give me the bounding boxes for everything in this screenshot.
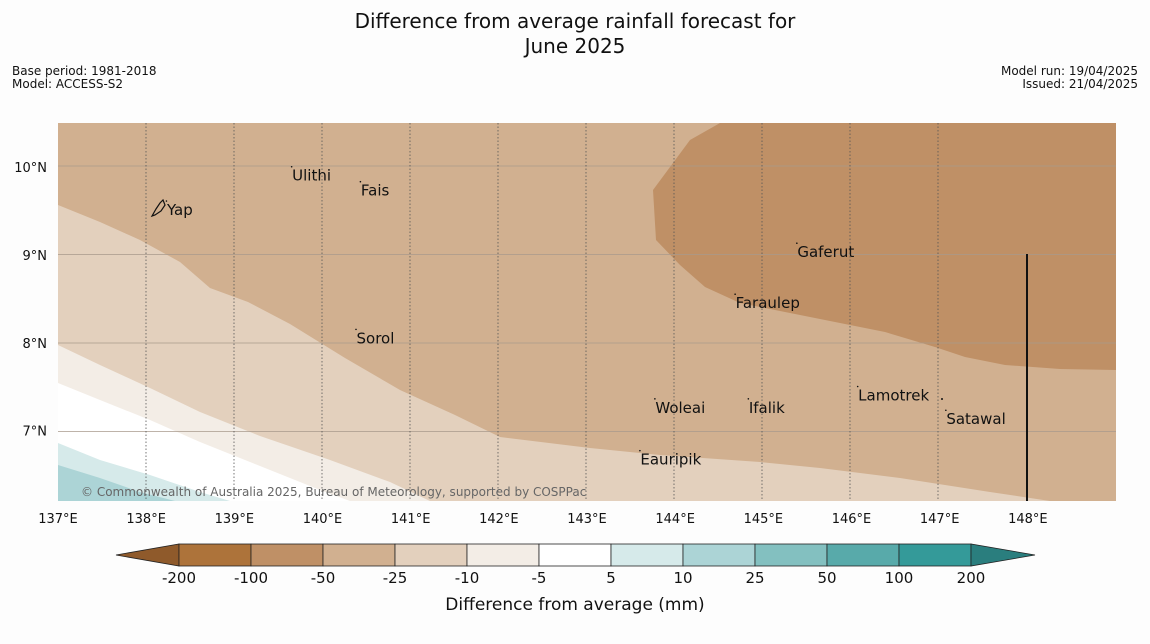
title-line-1: Difference from average rainfall forecas… (354, 9, 796, 33)
run-info: Model run: 19/04/2025 Issued: 21/04/2025 (1001, 65, 1138, 91)
lon-tick-label: 145°E (744, 512, 784, 527)
place-marker (796, 242, 798, 245)
colorbar-swatch (898, 543, 972, 567)
place-marker (355, 328, 357, 331)
place-label: Woleai (655, 399, 705, 417)
base-period: Base period: 1981-2018 (12, 64, 157, 78)
latitude-tick-labels: 10°N 9°N 8°N 7°N (14, 161, 47, 440)
place-label: Lamotrek (858, 387, 929, 405)
place-marker (856, 385, 859, 388)
place-label: Ulithi (292, 167, 331, 185)
colorbar-swatch (250, 543, 324, 567)
place-marker (945, 409, 947, 412)
colorbar-tick-label: -50 (311, 569, 336, 587)
place-label: Yap (166, 201, 193, 219)
band-plus10-to-plus25 (58, 465, 175, 501)
place-label: Eauripik (640, 451, 701, 469)
place-label: Satawal (946, 410, 1005, 428)
place-marker (290, 165, 293, 168)
place-marker (359, 180, 362, 183)
lon-tick-label: 140°E (303, 512, 343, 527)
lon-tick-label: 142°E (479, 512, 519, 527)
place-marker (734, 293, 736, 296)
colorbar-extend-high (970, 543, 1036, 567)
lat-tick-label: 9°N (23, 249, 48, 264)
lon-tick-label: 141°E (391, 512, 431, 527)
lat-tick-label: 8°N (23, 337, 48, 352)
longitude-gridlines (145, 123, 939, 501)
place-marker (747, 398, 750, 400)
colorbar-swatch (538, 543, 612, 567)
chart-title: Difference from average rainfall forecas… (0, 9, 1150, 59)
lon-tick-label: 147°E (920, 512, 960, 527)
colorbar-tick-label: -5 (532, 569, 547, 587)
colorbar-swatch (394, 543, 468, 567)
colorbar-extend-low (115, 543, 180, 567)
band-minus100-to-minus50 (653, 123, 1116, 370)
place-label: Gaferut (797, 243, 854, 261)
colorbar-tick-label: -25 (383, 569, 408, 587)
yap-island-outline (150, 198, 166, 218)
lat-tick-label: 10°N (14, 161, 47, 176)
lon-tick-label: 137°E (38, 512, 78, 527)
place-label: Ifalik (749, 399, 785, 417)
lon-tick-label: 144°E (655, 512, 695, 527)
colorbar-tick-label: -10 (455, 569, 480, 587)
colorbar-tick-label: -200 (162, 569, 196, 587)
colorbar-tick-label: 5 (606, 569, 616, 587)
colorbar-tick-label: 10 (673, 569, 692, 587)
colorbar-tick-label: 100 (885, 569, 914, 587)
lat-tick-label: 7°N (23, 425, 48, 440)
colorbar-swatch (826, 543, 900, 567)
colorbar-tick-label: 200 (957, 569, 986, 587)
place-marker (165, 200, 168, 202)
lon-tick-label: 148°E (1008, 512, 1048, 527)
atoll-dot (941, 398, 943, 400)
colorbar-swatch (178, 543, 252, 567)
longitude-tick-labels: 137°E 138°E 139°E 140°E 141°E 142°E 143°E 144°E… (38, 512, 1047, 527)
lon-tick-label: 139°E (215, 512, 255, 527)
colorbar-tick-label: -100 (234, 569, 268, 587)
colorbar-tick-label: 25 (745, 569, 764, 587)
colorbar-swatch (682, 543, 756, 567)
base-info: Base period: 1981-2018 Model: ACCESS-S2 (12, 65, 157, 91)
colorbar-swatch (754, 543, 828, 567)
model-run: Model run: 19/04/2025 (1000, 64, 1138, 78)
place-label: Fais (361, 182, 390, 200)
place-label: Sorol (357, 329, 395, 347)
colorbar-swatch (610, 543, 684, 567)
place-marker (639, 449, 641, 452)
colorbar: -200 -100 -50 -25 -10 -5 5 10 25 50 100 200 (115, 543, 1036, 587)
lon-tick-label: 146°E (832, 512, 872, 527)
rainfall-field (58, 123, 1116, 501)
place-labels: Yap Ulithi Fais Gaferut Faraulep Sorol Lamotre… (165, 165, 1006, 469)
colorbar-tick-label: 50 (817, 569, 836, 587)
colorbar-swatch (466, 543, 540, 567)
lon-tick-label: 143°E (567, 512, 607, 527)
colorbar-swatch (322, 543, 396, 567)
issued-date: Issued: 21/04/2025 (1022, 77, 1138, 91)
title-line-2: June 2025 (524, 34, 626, 58)
model-name: Model: ACCESS-S2 (12, 77, 124, 91)
lon-tick-label: 138°E (126, 512, 166, 527)
place-label: Faraulep (736, 294, 800, 312)
colorbar-title: Difference from average (mm) (445, 595, 704, 615)
place-marker (654, 398, 656, 400)
copyright-notice: © Commonwealth of Australia 2025, Bureau… (81, 485, 586, 499)
